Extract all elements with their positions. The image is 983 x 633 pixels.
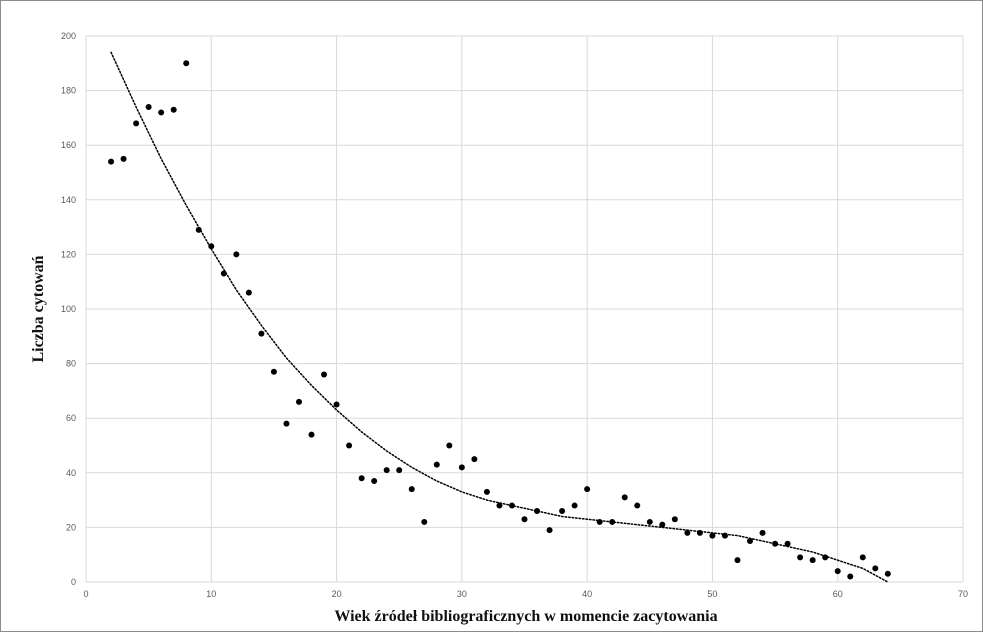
y-tick-label: 60	[66, 413, 76, 423]
y-tick-labels: 0 20 40 60 80 100 120 140 160 180 200	[61, 31, 76, 587]
x-tick-label: 40	[582, 589, 592, 599]
y-tick-label: 140	[61, 195, 76, 205]
data-point	[408, 486, 415, 493]
data-point	[772, 540, 779, 547]
data-point	[546, 527, 553, 534]
data-point	[508, 502, 515, 509]
y-tick-label: 100	[61, 304, 76, 314]
data-point	[208, 243, 215, 250]
data-point	[809, 557, 816, 564]
x-tick-label: 70	[958, 589, 968, 599]
x-tick-label: 50	[707, 589, 717, 599]
x-tick-label: 0	[83, 589, 88, 599]
data-point	[696, 529, 703, 536]
grid-lines	[85, 35, 964, 583]
data-point	[659, 521, 666, 528]
y-tick-label: 180	[61, 86, 76, 96]
y-tick-label: 80	[66, 359, 76, 369]
data-point	[634, 502, 641, 509]
data-point	[233, 251, 240, 258]
data-point	[709, 532, 716, 539]
data-point	[684, 529, 691, 536]
y-axis-title: Liczba cytowań	[30, 255, 47, 362]
data-point	[245, 289, 252, 296]
data-point	[759, 529, 766, 536]
data-point	[145, 103, 152, 110]
data-point	[671, 516, 678, 523]
data-point	[621, 494, 628, 501]
data-point	[396, 467, 403, 474]
data-point	[521, 516, 528, 523]
data-point	[295, 398, 302, 405]
trendline-group	[110, 51, 889, 583]
data-point	[747, 538, 754, 545]
data-point	[609, 518, 616, 525]
data-point	[834, 568, 841, 575]
data-point	[321, 371, 328, 378]
data-point	[859, 554, 866, 561]
data-point	[734, 557, 741, 564]
data-point	[183, 60, 190, 67]
data-point	[872, 565, 879, 572]
y-tick-label: 120	[61, 249, 76, 259]
data-point	[884, 570, 891, 577]
data-point	[721, 532, 728, 539]
y-tick-label: 200	[61, 31, 76, 41]
data-point	[333, 401, 340, 408]
data-point	[220, 270, 227, 277]
data-point	[158, 109, 165, 116]
y-tick-label: 0	[71, 577, 76, 587]
data-point	[258, 330, 265, 337]
data-point	[446, 442, 453, 449]
y-tick-label: 20	[66, 522, 76, 532]
data-point	[559, 508, 566, 515]
data-point	[822, 554, 829, 561]
data-point	[471, 456, 478, 463]
data-point	[108, 158, 115, 165]
y-tick-label: 40	[66, 468, 76, 478]
data-point	[584, 486, 591, 493]
x-tick-label: 10	[206, 589, 216, 599]
data-point	[283, 420, 290, 427]
data-point	[421, 518, 428, 525]
data-point	[571, 502, 578, 509]
x-axis-title: Wiek źródeł bibliograficznych w momencie…	[334, 608, 717, 625]
data-point	[358, 475, 365, 482]
data-point	[458, 464, 465, 471]
data-point	[383, 467, 390, 474]
y-tick-label: 160	[61, 140, 76, 150]
x-tick-labels: 0 10 20 30 40 50 60 70	[83, 589, 968, 599]
data-point	[847, 573, 854, 580]
data-point	[534, 508, 541, 515]
x-tick-label: 20	[332, 589, 342, 599]
data-point	[371, 477, 378, 484]
data-point	[270, 368, 277, 375]
data-point	[784, 540, 791, 547]
data-point	[195, 226, 202, 233]
data-point	[496, 502, 503, 509]
trendline	[110, 51, 889, 583]
data-point	[797, 554, 804, 561]
data-point	[133, 120, 140, 127]
data-point	[646, 518, 653, 525]
data-point	[433, 461, 440, 468]
data-point	[483, 488, 490, 495]
data-points	[108, 60, 891, 580]
data-point	[120, 155, 127, 162]
x-tick-label: 60	[833, 589, 843, 599]
data-point	[596, 518, 603, 525]
data-point	[346, 442, 353, 449]
x-tick-label: 30	[457, 589, 467, 599]
data-point	[308, 431, 315, 438]
data-point	[170, 106, 177, 113]
